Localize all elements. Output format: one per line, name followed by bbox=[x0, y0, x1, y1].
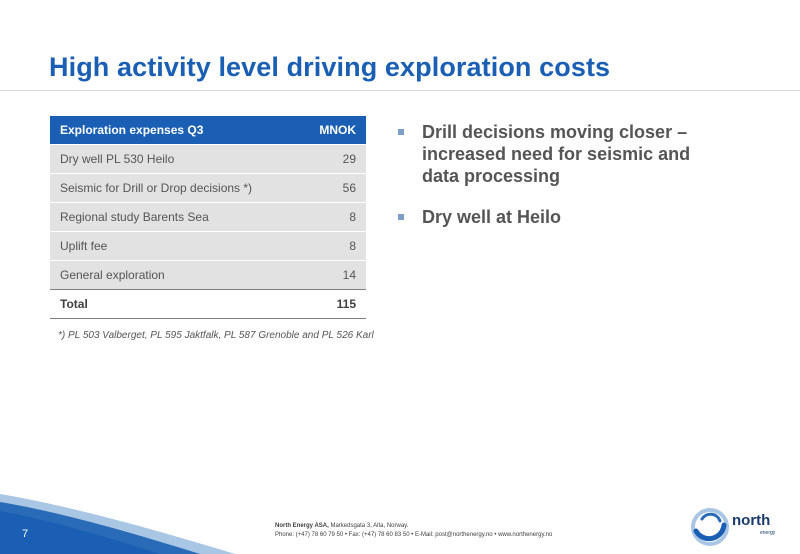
table-total-value: 115 bbox=[299, 288, 366, 319]
table-row-value: 8 bbox=[299, 230, 366, 260]
table-row-label: Uplift fee bbox=[50, 230, 300, 260]
north-energy-logo: north energy bbox=[690, 505, 790, 549]
table-row: Uplift fee 8 bbox=[50, 230, 366, 260]
footer-contact-line: Phone: (+47) 78 60 79 50 • Fax: (+47) 78… bbox=[275, 532, 553, 538]
footer-address-line: North Energy ASA, Markedsgata 3, Alta, N… bbox=[275, 522, 552, 531]
table-row-value: 29 bbox=[299, 143, 366, 173]
table-header-label: Exploration expenses Q3 bbox=[50, 116, 300, 144]
table-row: Regional study Barents Sea 8 bbox=[50, 201, 366, 231]
table-row: Seismic for Drill or Drop decisions *) 5… bbox=[50, 172, 366, 202]
exploration-expenses-table: Exploration expenses Q3 MNOK Dry well PL… bbox=[50, 116, 366, 319]
table-row: Dry well PL 530 Heilo 29 bbox=[50, 143, 366, 173]
table-row-value: 56 bbox=[299, 172, 366, 202]
table-row-label: Regional study Barents Sea bbox=[50, 201, 300, 231]
table-header-unit: MNOK bbox=[299, 116, 366, 144]
table-row-value: 14 bbox=[299, 259, 366, 289]
slide-title: High activity level driving exploration … bbox=[49, 52, 611, 82]
bullet-text: Drill decisions moving closer – increase… bbox=[422, 122, 691, 186]
table-header-row: Exploration expenses Q3 MNOK bbox=[50, 116, 366, 144]
swirl-logo-icon bbox=[691, 508, 729, 546]
table-total-label: Total bbox=[50, 288, 300, 319]
table-row-value: 8 bbox=[299, 201, 366, 231]
table-row-label: Seismic for Drill or Drop decisions *) bbox=[50, 172, 300, 202]
bullet-item: Dry well at Heilo bbox=[396, 206, 726, 228]
company-address: Markedsgata 3, Alta, Norway. bbox=[328, 523, 409, 529]
title-divider bbox=[0, 90, 800, 91]
table-total-row: Total 115 bbox=[50, 288, 366, 319]
company-name: North Energy ASA, bbox=[275, 523, 329, 529]
page-number: 7 bbox=[22, 528, 29, 540]
logo-brand-text: north bbox=[732, 512, 771, 529]
table-footnote: *) PL 503 Valberget, PL 595 Jaktfalk, PL… bbox=[58, 330, 374, 341]
table-row: General exploration 14 bbox=[50, 259, 366, 289]
square-bullet-icon bbox=[398, 129, 404, 135]
bullet-item: Drill decisions moving closer – increase… bbox=[396, 121, 726, 187]
logo-sub-text: energy bbox=[760, 530, 776, 536]
bullet-list: Drill decisions moving closer – increase… bbox=[396, 121, 726, 247]
table-row-label: General exploration bbox=[50, 259, 300, 289]
square-bullet-icon bbox=[398, 214, 404, 220]
bullet-text: Dry well at Heilo bbox=[422, 207, 562, 227]
table-row-label: Dry well PL 530 Heilo bbox=[50, 143, 300, 173]
footer-address: North Energy ASA, Markedsgata 3, Alta, N… bbox=[275, 522, 552, 540]
